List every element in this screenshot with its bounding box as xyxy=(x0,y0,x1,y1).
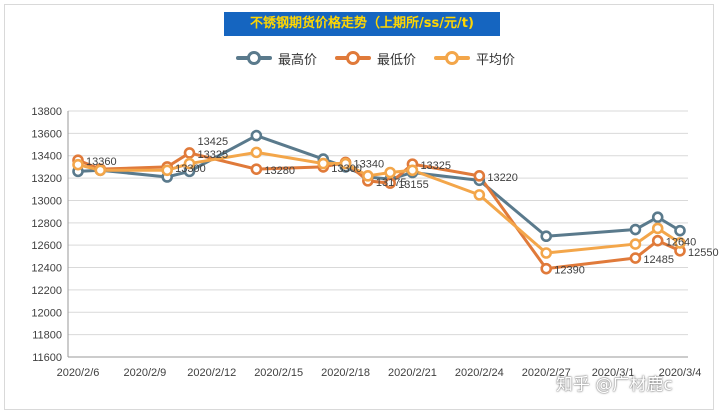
data-point-avg xyxy=(317,157,330,170)
y-tick-label: 12200 xyxy=(31,285,62,297)
y-tick-label: 12000 xyxy=(31,307,62,319)
legend-item-high: 最高价 xyxy=(236,49,317,68)
data-point-avg xyxy=(250,146,263,159)
data-point-low xyxy=(183,147,196,159)
y-tick-label: 12800 xyxy=(31,218,62,230)
data-point-avg xyxy=(161,164,173,177)
chart-frame xyxy=(4,4,714,410)
data-point-low xyxy=(651,234,664,247)
y-tick-label: 13600 xyxy=(31,128,62,140)
data-point-low xyxy=(473,170,486,182)
data-label: 12550 xyxy=(688,247,719,259)
data-label: 13220 xyxy=(487,172,518,184)
data-point-avg xyxy=(362,170,374,182)
legend-item-avg: 平均价 xyxy=(434,49,515,68)
data-point-low xyxy=(540,262,553,275)
data-point-avg xyxy=(183,157,196,170)
x-tick-label: 2020/2/9 xyxy=(123,367,166,379)
data-label: 13340 xyxy=(354,158,385,170)
data-label: 12390 xyxy=(554,265,585,277)
data-label: 13360 xyxy=(86,156,117,168)
legend-marker-high xyxy=(236,50,272,66)
legend-marker-low xyxy=(335,50,372,66)
chart-legend: 最高价 最低价 平均价 xyxy=(236,48,515,68)
chart-title: 不锈钢期货价格走势（上期所/ss/元/t) xyxy=(224,12,500,36)
legend-marker-avg xyxy=(434,50,471,66)
data-point-avg xyxy=(339,157,352,170)
y-tick-label: 11600 xyxy=(32,352,62,364)
data-point-avg xyxy=(72,158,84,171)
x-tick-label: 2020/2/27 xyxy=(522,367,571,379)
data-point-low xyxy=(384,177,396,189)
x-tick-label: 2020/2/21 xyxy=(388,367,437,379)
legend-label-low: 最低价 xyxy=(377,52,417,68)
data-label: 13325 xyxy=(420,160,451,172)
y-tick-label: 13200 xyxy=(31,173,62,185)
data-label: 12485 xyxy=(643,254,674,266)
y-tick-label: 13000 xyxy=(31,195,62,207)
data-point-high xyxy=(674,224,686,237)
data-point-avg xyxy=(629,238,642,250)
data-point-avg xyxy=(674,237,686,249)
x-tick-label: 2020/2/12 xyxy=(187,367,236,379)
data-label: 13425 xyxy=(197,136,228,148)
legend-label-avg: 平均价 xyxy=(476,52,516,68)
data-point-avg xyxy=(94,164,107,177)
data-point-avg xyxy=(540,247,553,259)
data-label: 13280 xyxy=(264,165,295,177)
data-point-high xyxy=(629,223,642,236)
data-point-high xyxy=(540,230,553,243)
data-label: 13300 xyxy=(331,163,362,175)
data-label: 13300 xyxy=(175,163,206,175)
x-tick-label: 2020/2/6 xyxy=(57,367,100,379)
legend-item-low: 最低价 xyxy=(335,49,416,68)
data-point-high xyxy=(651,211,664,224)
data-point-avg xyxy=(651,222,664,235)
x-tick-label: 2020/2/24 xyxy=(455,367,504,379)
data-label: 13175 xyxy=(376,177,407,189)
x-tick-label: 2020/2/15 xyxy=(254,367,303,379)
y-tick-label: 12600 xyxy=(31,240,62,252)
data-point-low xyxy=(629,252,642,264)
legend-label-high: 最高价 xyxy=(278,52,318,68)
data-point-avg xyxy=(473,189,486,201)
y-tick-label: 11800 xyxy=(32,330,62,342)
data-label: 13155 xyxy=(398,179,429,191)
x-tick-label: 2020/3/1 xyxy=(592,367,635,379)
data-point-avg xyxy=(406,164,419,177)
x-tick-label: 2020/2/18 xyxy=(321,367,370,379)
data-point-high xyxy=(250,129,263,142)
data-label: 12640 xyxy=(666,237,697,249)
data-label: 13325 xyxy=(197,149,228,161)
y-tick-label: 12400 xyxy=(31,263,62,275)
watermark: 知乎 @广材鹿c xyxy=(556,375,673,395)
data-point-low xyxy=(250,163,263,175)
y-tick-label: 13800 xyxy=(31,106,62,118)
y-tick-label: 13400 xyxy=(31,151,62,163)
data-point-avg xyxy=(384,166,396,179)
x-tick-label: 2020/3/4 xyxy=(659,367,702,379)
